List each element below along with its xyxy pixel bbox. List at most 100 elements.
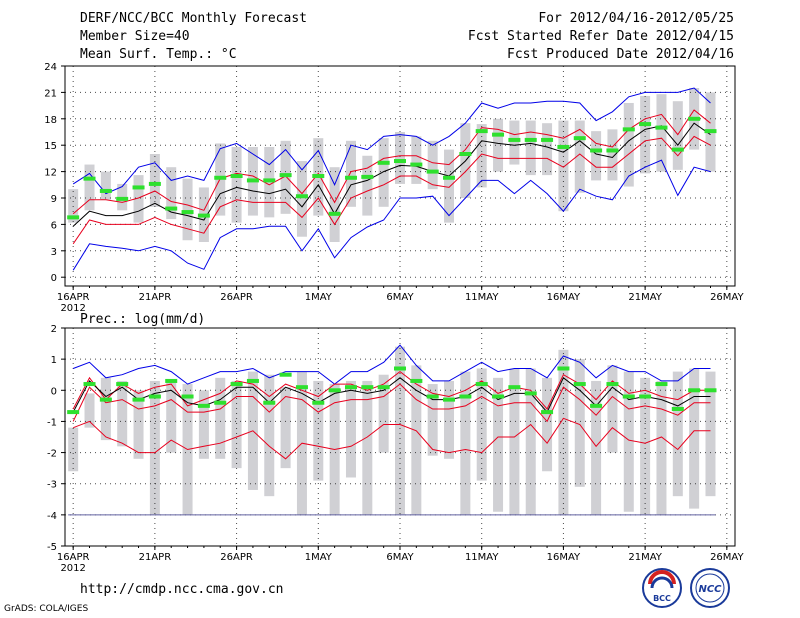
observed-mark — [492, 132, 505, 137]
x-tick-label: 26APR — [220, 292, 253, 303]
observed-mark — [475, 129, 488, 134]
observed-mark — [590, 403, 603, 408]
ensemble-box — [166, 167, 177, 220]
y-tick-label: 15 — [44, 141, 57, 152]
observed-mark — [148, 394, 161, 399]
observed-mark — [443, 175, 456, 180]
ensemble-box — [68, 427, 79, 472]
series-line-ensemble-max — [72, 159, 711, 271]
grads-credit: GrADS: COLA/IGES — [4, 604, 89, 614]
observed-mark — [459, 152, 472, 156]
svg-text:NCC: NCC — [698, 584, 722, 595]
y-tick-label: -1 — [47, 417, 57, 428]
observed-mark — [426, 169, 439, 174]
ensemble-box — [444, 149, 455, 223]
ensemble-box — [689, 368, 700, 509]
x-tick-label: 11MAY — [465, 552, 499, 563]
ensemble-box — [166, 380, 177, 453]
ensemble-box — [378, 138, 389, 207]
ensemble-box — [68, 189, 79, 223]
ensemble-box — [558, 120, 569, 212]
x-tick-label: 21MAY — [628, 552, 662, 563]
ensemble-box — [427, 384, 438, 456]
ensemble-box — [623, 371, 634, 512]
ensemble-box — [705, 371, 716, 497]
ensemble-box — [231, 380, 242, 469]
y-tick-label: -3 — [47, 480, 57, 491]
series-line-lower-interval — [72, 135, 711, 245]
ensemble-box — [182, 178, 193, 241]
series-line-ensemble-mean — [72, 377, 711, 414]
observed-mark — [361, 174, 374, 179]
ensemble-box — [460, 371, 471, 515]
observed-mark — [377, 160, 390, 165]
x-tick-label: 16APR — [57, 552, 90, 563]
ensemble-box — [444, 380, 455, 459]
series-line-upper-interval — [72, 370, 711, 410]
variable-label: Mean Surf. Temp.: °C — [80, 47, 237, 62]
observed-mark — [116, 196, 129, 201]
observed-mark — [263, 178, 276, 183]
ensemble-box — [493, 377, 504, 512]
ensemble-box — [100, 171, 111, 200]
y-tick-label: -4 — [47, 511, 57, 522]
observed-mark — [426, 394, 439, 399]
ensemble-box — [280, 140, 291, 214]
observed-mark — [99, 188, 112, 193]
ensemble-box — [607, 129, 618, 181]
ensemble-box — [411, 365, 422, 515]
observed-mark — [83, 382, 96, 387]
x-tick-label: 26APR — [220, 552, 253, 563]
ensemble-box — [542, 377, 553, 472]
observed-mark — [83, 176, 96, 181]
observed-mark — [410, 378, 423, 383]
x-tick-label: 16APR — [57, 292, 90, 303]
ensemble-box — [362, 380, 373, 515]
observed-mark — [197, 213, 210, 218]
observed-mark — [99, 397, 112, 402]
ncc-logo-icon: NCC — [690, 568, 730, 608]
y-tick-label: 18 — [44, 115, 57, 126]
observed-mark — [557, 144, 570, 149]
temperature-panel: 0 3 6 9 12 15 18 21 24 16APR 21APR 26APR 1MAY 6MAY 11M… — [44, 62, 744, 314]
ensemble-box — [345, 380, 356, 478]
observed-mark — [116, 382, 129, 387]
source-url[interactable]: http://cmdp.ncc.cma.gov.cn — [80, 582, 284, 597]
ensemble-box — [509, 368, 520, 515]
observed-mark — [132, 185, 145, 190]
ensemble-box — [149, 154, 160, 207]
started-date-label: Fcst Started Refer Date 2012/04/15 — [467, 29, 734, 44]
x-tick-label: 26MAY — [710, 552, 744, 563]
observed-mark — [688, 388, 701, 393]
observed-mark — [524, 137, 537, 142]
y-tick-label: 1 — [51, 355, 57, 366]
observed-mark — [312, 400, 325, 405]
ensemble-box — [133, 390, 144, 459]
ensemble-box — [656, 94, 667, 172]
observed-mark — [295, 385, 308, 390]
observed-mark — [165, 206, 178, 211]
y-tick-label: 21 — [44, 88, 57, 99]
observed-mark — [655, 125, 668, 130]
observed-mark — [279, 173, 292, 178]
observed-mark — [230, 174, 243, 178]
y-tick-label: 0 — [51, 273, 57, 284]
precip-panel-title: Prec.: log(mm/d) — [80, 312, 205, 327]
ensemble-box — [313, 380, 324, 481]
y-tick-label: -5 — [47, 542, 57, 553]
ensemble-box — [525, 368, 536, 515]
observed-mark — [279, 372, 292, 377]
ensemble-box — [640, 377, 651, 515]
ensemble-box — [84, 393, 95, 428]
observed-mark — [214, 175, 227, 180]
observed-mark — [246, 178, 259, 183]
ensemble-box — [133, 175, 144, 223]
observed-mark — [361, 385, 374, 390]
observed-mark — [606, 382, 619, 387]
x-tick-label: 16MAY — [547, 552, 581, 563]
ensemble-box — [607, 365, 618, 453]
y-tick-label: 6 — [51, 220, 57, 231]
observed-mark — [246, 378, 259, 383]
observed-mark — [394, 159, 406, 164]
svg-text:BCC: BCC — [653, 594, 671, 603]
